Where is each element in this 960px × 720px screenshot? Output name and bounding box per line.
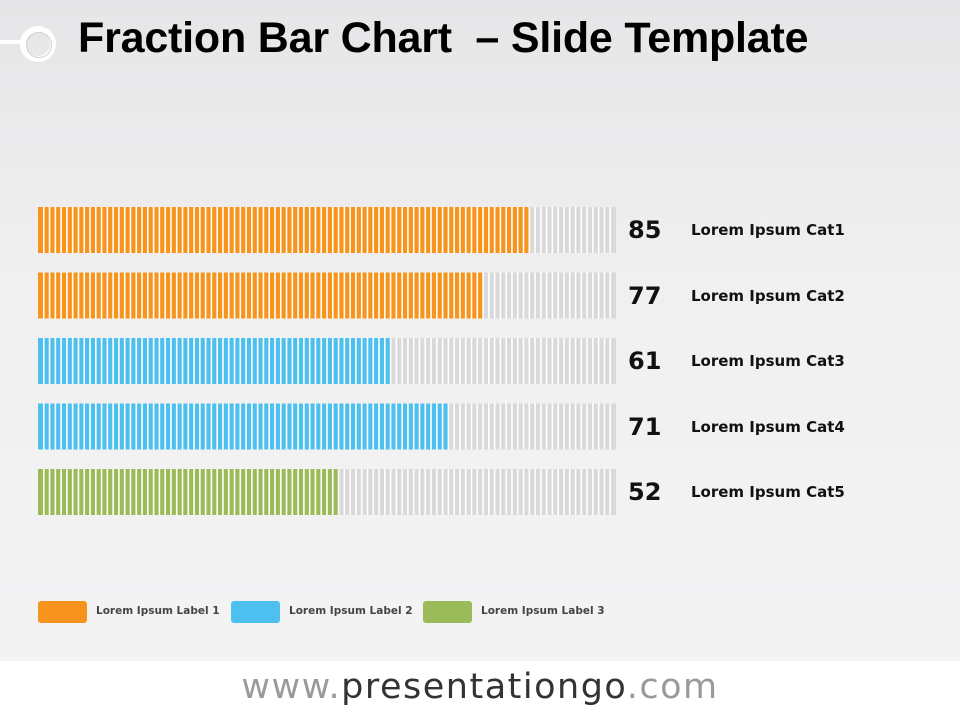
category-label: Lorem Ipsum Cat2	[691, 286, 845, 305]
category-label: Lorem Ipsum Cat4	[691, 417, 845, 436]
segment-dividers	[42, 207, 612, 253]
bar-row-5	[38, 469, 616, 515]
page-title: Fraction Bar Chart – Slide Template	[78, 14, 809, 62]
legend-swatch	[38, 601, 87, 623]
value-label: 61	[628, 347, 662, 375]
footer: www.presentationgo.com	[0, 661, 960, 720]
bar-fill	[38, 207, 530, 253]
bar-row-3	[38, 338, 616, 384]
footer-url-prefix: www.	[241, 667, 342, 707]
decorative-ring-inner	[26, 32, 52, 58]
decorative-ring-icon	[20, 26, 56, 62]
bar-fill	[38, 403, 449, 450]
legend-swatch	[231, 601, 280, 623]
bar-row-4	[38, 403, 616, 450]
segment-dividers	[42, 469, 612, 515]
legend-label: Lorem Ipsum Label 2	[289, 605, 413, 617]
segment-dividers	[42, 338, 612, 384]
legend-label: Lorem Ipsum Label 1	[96, 605, 220, 617]
category-label: Lorem Ipsum Cat3	[691, 352, 845, 370]
value-label: 85	[628, 216, 662, 244]
segment-dividers	[42, 403, 612, 450]
footer-url-brand: presentationgo	[341, 667, 627, 707]
bar-fill	[38, 272, 484, 319]
footer-url[interactable]: www.presentationgo.com	[0, 667, 960, 707]
value-label: 52	[628, 478, 662, 506]
category-label: Lorem Ipsum Cat5	[691, 483, 845, 501]
value-label: 77	[628, 281, 662, 310]
bar-row-1	[38, 207, 616, 253]
legend-label: Lorem Ipsum Label 3	[481, 605, 605, 617]
bar-row-2	[38, 272, 616, 319]
value-label: 71	[628, 412, 662, 441]
legend-swatch	[423, 601, 472, 623]
fraction-bar-chart	[38, 207, 616, 515]
footer-url-suffix: .com	[626, 667, 719, 707]
bar-fill	[38, 338, 391, 384]
decorative-line	[0, 40, 24, 44]
segment-dividers	[42, 272, 612, 319]
category-label: Lorem Ipsum Cat1	[691, 221, 845, 239]
